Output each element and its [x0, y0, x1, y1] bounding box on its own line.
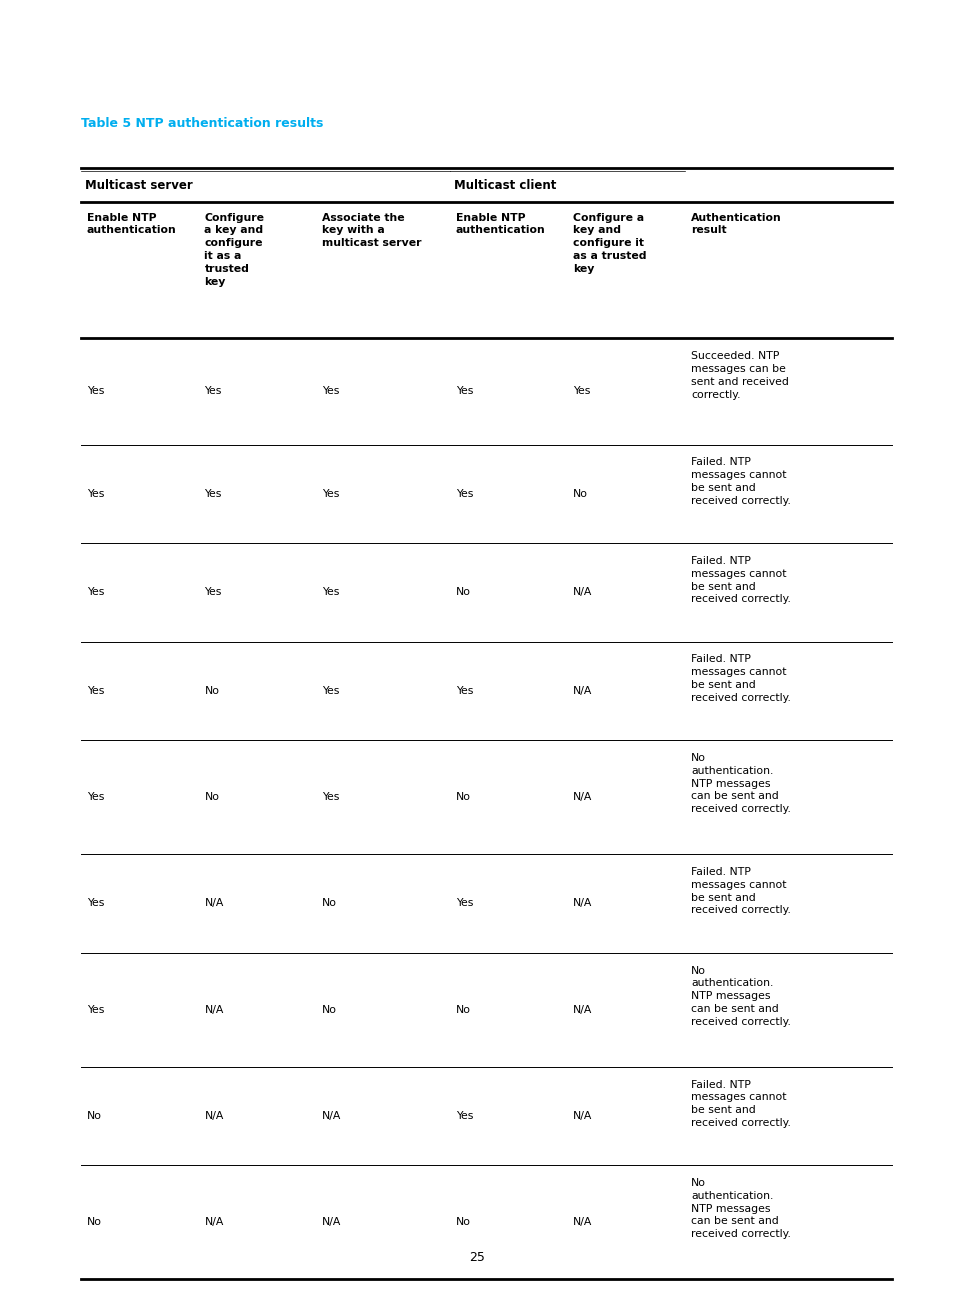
Text: Yes: Yes: [204, 587, 221, 597]
Text: Failed. NTP
messages cannot
be sent and
received correctly.: Failed. NTP messages cannot be sent and …: [690, 556, 790, 604]
Text: Configure a
key and
configure it
as a trusted
key: Configure a key and configure it as a tr…: [573, 213, 646, 273]
Text: No: No: [573, 489, 588, 499]
Text: No: No: [87, 1111, 102, 1121]
Text: No: No: [456, 1004, 470, 1015]
Text: Table 5 NTP authentication results: Table 5 NTP authentication results: [81, 117, 323, 130]
Text: N/A: N/A: [573, 686, 592, 696]
Text: No: No: [204, 792, 219, 802]
Text: Enable NTP
authentication: Enable NTP authentication: [456, 213, 545, 236]
Text: No
authentication.
NTP messages
can be sent and
received correctly.: No authentication. NTP messages can be s…: [690, 966, 790, 1026]
Text: Multicast client: Multicast client: [454, 179, 556, 192]
Text: No: No: [204, 686, 219, 696]
Text: Yes: Yes: [321, 686, 339, 696]
Text: Yes: Yes: [456, 898, 473, 908]
Text: N/A: N/A: [573, 1217, 592, 1227]
Text: N/A: N/A: [204, 898, 224, 908]
Text: N/A: N/A: [573, 898, 592, 908]
Text: Yes: Yes: [573, 386, 590, 397]
Text: Yes: Yes: [321, 792, 339, 802]
Text: Yes: Yes: [87, 587, 104, 597]
Text: No: No: [456, 587, 470, 597]
Text: N/A: N/A: [321, 1217, 341, 1227]
Text: N/A: N/A: [321, 1111, 341, 1121]
Text: Yes: Yes: [456, 1111, 473, 1121]
Text: Yes: Yes: [321, 386, 339, 397]
Text: Failed. NTP
messages cannot
be sent and
received correctly.: Failed. NTP messages cannot be sent and …: [690, 457, 790, 505]
Text: N/A: N/A: [204, 1004, 224, 1015]
Text: Yes: Yes: [321, 489, 339, 499]
Text: N/A: N/A: [573, 587, 592, 597]
Text: N/A: N/A: [204, 1111, 224, 1121]
Text: Authentication
result: Authentication result: [690, 213, 781, 236]
Text: No: No: [87, 1217, 102, 1227]
Text: No: No: [456, 792, 470, 802]
Text: Yes: Yes: [321, 587, 339, 597]
Text: No: No: [321, 898, 336, 908]
Text: N/A: N/A: [573, 792, 592, 802]
Text: No: No: [456, 1217, 470, 1227]
Text: Yes: Yes: [456, 386, 473, 397]
Text: Associate the
key with a
multicast server: Associate the key with a multicast serve…: [321, 213, 421, 248]
Text: Yes: Yes: [87, 1004, 104, 1015]
Text: Configure
a key and
configure
it as a
trusted
key: Configure a key and configure it as a tr…: [204, 213, 264, 286]
Text: N/A: N/A: [573, 1004, 592, 1015]
Text: Yes: Yes: [204, 489, 221, 499]
Text: Failed. NTP
messages cannot
be sent and
received correctly.: Failed. NTP messages cannot be sent and …: [690, 867, 790, 915]
Text: Yes: Yes: [204, 386, 221, 397]
Text: No: No: [321, 1004, 336, 1015]
Text: Yes: Yes: [87, 686, 104, 696]
Text: Multicast server: Multicast server: [85, 179, 193, 192]
Text: Yes: Yes: [87, 386, 104, 397]
Text: No
authentication.
NTP messages
can be sent and
received correctly.: No authentication. NTP messages can be s…: [690, 1178, 790, 1239]
Text: Failed. NTP
messages cannot
be sent and
received correctly.: Failed. NTP messages cannot be sent and …: [690, 654, 790, 702]
Text: Yes: Yes: [456, 489, 473, 499]
Text: Failed. NTP
messages cannot
be sent and
received correctly.: Failed. NTP messages cannot be sent and …: [690, 1080, 790, 1128]
Text: No
authentication.
NTP messages
can be sent and
received correctly.: No authentication. NTP messages can be s…: [690, 753, 790, 814]
Text: Yes: Yes: [87, 792, 104, 802]
Text: N/A: N/A: [204, 1217, 224, 1227]
Text: Yes: Yes: [87, 489, 104, 499]
Text: 25: 25: [469, 1251, 484, 1264]
Text: Yes: Yes: [87, 898, 104, 908]
Text: Succeeded. NTP
messages can be
sent and received
correctly.: Succeeded. NTP messages can be sent and …: [690, 351, 788, 399]
Text: Yes: Yes: [456, 686, 473, 696]
Text: Enable NTP
authentication: Enable NTP authentication: [87, 213, 176, 236]
Text: N/A: N/A: [573, 1111, 592, 1121]
